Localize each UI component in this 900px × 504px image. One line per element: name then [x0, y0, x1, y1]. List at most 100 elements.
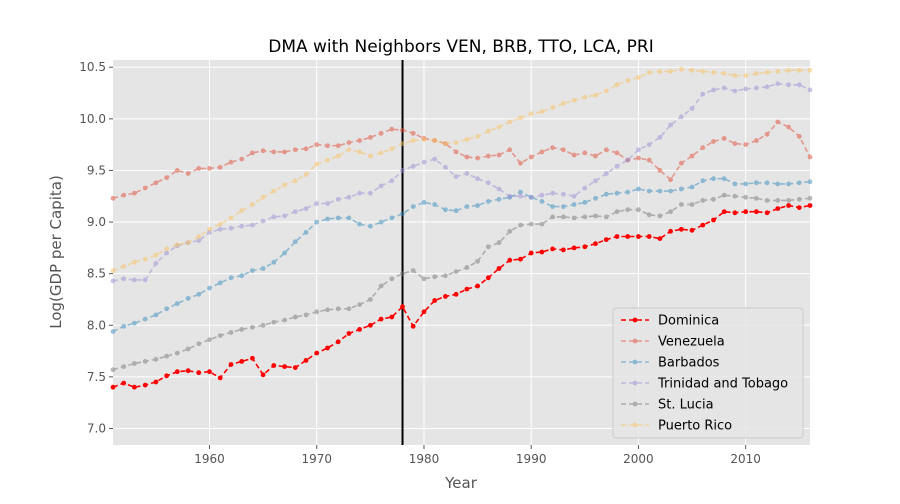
data-point-dominica: [507, 257, 513, 263]
data-point-puerto-rico: [678, 66, 684, 72]
data-point-puerto-rico: [260, 194, 266, 200]
data-point-trinidad-and-tobago: [250, 222, 255, 228]
data-point-puerto-rico: [550, 105, 555, 110]
data-point-puerto-rico: [528, 111, 534, 117]
series-line-trinidad-and-tobago: [112, 82, 811, 282]
data-point-puerto-rico: [796, 67, 802, 73]
data-point-trinidad-and-tobago: [485, 180, 491, 186]
data-point-puerto-rico: [325, 157, 330, 163]
data-point-dominica: [614, 234, 620, 239]
data-point-st-lucia: [786, 198, 791, 203]
data-point-trinidad-and-tobago: [357, 190, 362, 196]
legend-marker: [632, 401, 638, 407]
data-point-dominica: [357, 327, 362, 332]
data-point-barbados: [132, 320, 137, 326]
data-point-trinidad-and-tobago: [571, 193, 577, 199]
data-point-puerto-rico: [571, 97, 577, 103]
data-point-venezuela: [743, 142, 749, 148]
data-point-barbados: [593, 195, 598, 201]
data-point-puerto-rico: [357, 149, 362, 155]
data-point-dominica: [400, 304, 405, 310]
y-tick-label: 8.0: [87, 318, 106, 332]
data-point-venezuela: [636, 155, 641, 161]
data-point-puerto-rico: [721, 71, 727, 76]
data-point-st-lucia: [614, 209, 620, 215]
data-point-st-lucia: [346, 306, 352, 312]
data-point-barbados: [282, 250, 287, 256]
data-point-venezuela: [228, 159, 234, 165]
data-point-venezuela: [164, 175, 170, 181]
data-point-st-lucia: [196, 341, 202, 347]
data-point-dominica: [721, 209, 727, 215]
data-point-st-lucia: [678, 202, 684, 207]
data-point-barbados: [228, 275, 234, 281]
data-point-puerto-rico: [110, 268, 116, 273]
series-puerto-rico: [110, 66, 813, 273]
data-point-trinidad-and-tobago: [646, 142, 652, 148]
data-point-trinidad-and-tobago: [217, 226, 223, 232]
data-point-puerto-rico: [389, 146, 395, 152]
data-point-venezuela: [603, 147, 609, 153]
data-point-barbados: [303, 230, 309, 235]
data-point-venezuela: [378, 130, 384, 136]
data-point-puerto-rico: [593, 92, 598, 98]
y-tick-label: 7.0: [87, 421, 106, 435]
y-tick-label: 8.5: [87, 267, 106, 281]
data-point-st-lucia: [314, 309, 320, 315]
data-point-barbados: [496, 196, 502, 202]
data-point-st-lucia: [689, 202, 695, 207]
data-point-trinidad-and-tobago: [121, 276, 127, 282]
data-point-st-lucia: [754, 195, 759, 201]
data-point-puerto-rico: [335, 153, 341, 159]
data-point-trinidad-and-tobago: [303, 206, 309, 212]
data-point-barbados: [786, 181, 791, 187]
data-point-dominica: [174, 369, 180, 375]
data-point-barbados: [239, 273, 245, 279]
data-point-trinidad-and-tobago: [625, 157, 631, 163]
data-point-barbados: [432, 202, 438, 207]
data-point-st-lucia: [368, 297, 373, 302]
data-point-venezuela: [335, 143, 341, 149]
legend-item: [621, 317, 649, 323]
data-point-dominica: [325, 345, 330, 351]
data-point-venezuela: [689, 153, 695, 159]
data-point-puerto-rico: [646, 70, 652, 75]
data-point-st-lucia: [657, 213, 663, 219]
data-point-venezuela: [550, 145, 555, 151]
data-point-barbados: [550, 204, 555, 210]
data-point-venezuela: [357, 138, 362, 143]
legend-item: [621, 380, 649, 386]
data-point-venezuela: [314, 142, 320, 148]
legend-item: [621, 401, 649, 407]
data-point-barbados: [732, 181, 738, 187]
data-point-puerto-rico: [625, 78, 631, 83]
data-point-trinidad-and-tobago: [754, 85, 759, 91]
data-point-venezuela: [796, 134, 802, 139]
data-point-trinidad-and-tobago: [389, 178, 395, 184]
data-point-trinidad-and-tobago: [689, 106, 695, 111]
data-point-st-lucia: [132, 361, 137, 366]
data-point-barbados: [764, 180, 770, 186]
data-point-trinidad-and-tobago: [732, 88, 738, 94]
data-point-trinidad-and-tobago: [196, 238, 202, 244]
data-point-puerto-rico: [174, 242, 180, 248]
data-point-venezuela: [700, 145, 706, 151]
data-point-st-lucia: [700, 198, 706, 203]
data-point-puerto-rico: [217, 221, 223, 227]
data-point-dominica: [711, 217, 716, 223]
data-point-st-lucia: [550, 214, 555, 220]
data-point-venezuela: [775, 119, 781, 125]
data-point-trinidad-and-tobago: [132, 277, 137, 283]
legend: Dominica Venezuela Barbados Trinidad and To…: [612, 307, 804, 439]
data-point-barbados: [421, 200, 427, 205]
data-point-venezuela: [196, 166, 202, 171]
data-point-trinidad-and-tobago: [164, 250, 170, 256]
grid: [113, 60, 810, 445]
data-point-st-lucia: [217, 333, 223, 338]
data-point-st-lucia: [239, 327, 245, 332]
data-point-barbados: [775, 181, 781, 187]
x-axis-label: Year: [444, 474, 478, 492]
data-point-trinidad-and-tobago: [743, 86, 749, 92]
